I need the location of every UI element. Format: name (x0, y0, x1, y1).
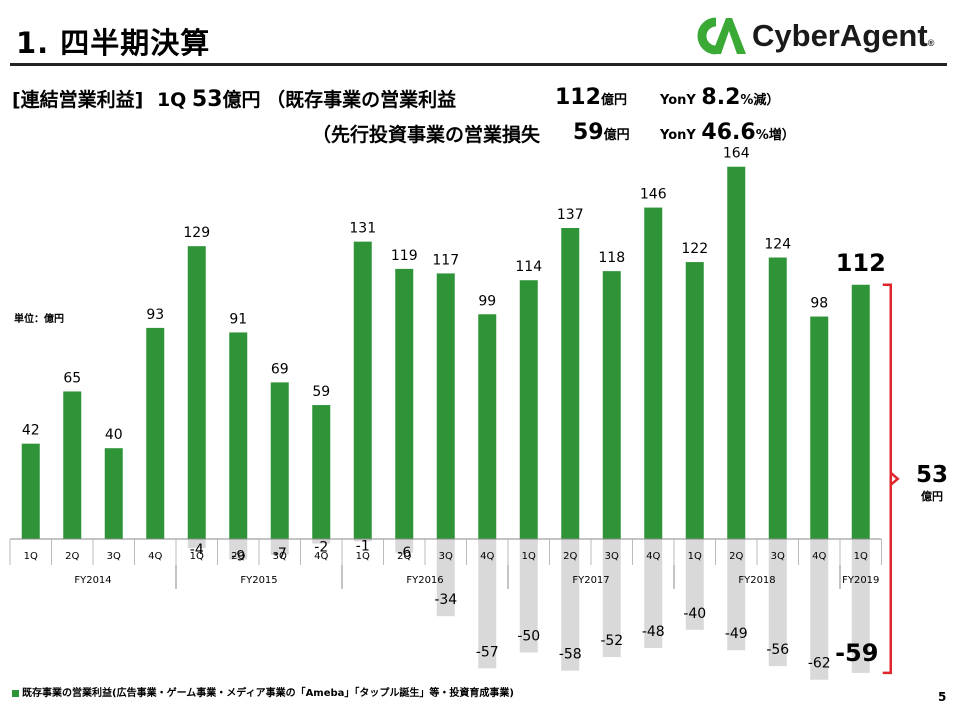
legend-swatch (12, 690, 19, 697)
positive-bar (22, 444, 40, 539)
positive-value-label: 118 (598, 250, 625, 266)
negative-value-label: -1 (356, 538, 370, 554)
category-tick-label: 2Q (563, 551, 577, 562)
positive-value-label: 98 (810, 296, 828, 312)
positive-bar (727, 167, 745, 539)
positive-bar (686, 262, 704, 539)
positive-value-label: 114 (515, 259, 542, 275)
category-tick-label: 1Q (688, 551, 702, 562)
negative-value-label: -56 (766, 642, 789, 658)
negative-value-label: -6 (397, 545, 411, 561)
negative-value-label: -57 (476, 644, 499, 660)
positive-value-label: 131 (349, 221, 376, 237)
positive-value-label: 164 (723, 146, 750, 162)
page-number: 5 (938, 690, 946, 704)
positive-bar (312, 405, 330, 539)
total-bracket (883, 285, 891, 673)
positive-bar (478, 314, 496, 539)
positive-bar (63, 391, 81, 539)
negative-value-label: -62 (808, 656, 831, 672)
fiscal-year-label: FY2016 (406, 575, 443, 586)
positive-value-label: 93 (146, 307, 164, 323)
category-tick-label: 1Q (24, 551, 38, 562)
category-tick-label: 1Q (522, 551, 536, 562)
category-tick-label: 4Q (812, 551, 826, 562)
positive-bar (810, 317, 828, 539)
positive-value-label: 40 (105, 427, 123, 443)
category-tick-label: 3Q (107, 551, 121, 562)
category-tick-label: 4Q (480, 551, 494, 562)
positive-value-label: 117 (432, 252, 459, 268)
positive-bar (437, 273, 455, 539)
category-tick-label: 3Q (605, 551, 619, 562)
positive-value-label: 146 (640, 187, 667, 203)
category-tick-label: 4Q (646, 551, 660, 562)
total-callout-value: 53 (916, 462, 948, 488)
positive-bar (354, 242, 372, 539)
legend: 既存事業の営業利益(広告事業・ゲーム事業・メディア事業の「Ameba」「タップル… (12, 684, 514, 699)
category-tick-label: 4Q (148, 551, 162, 562)
positive-value-label: 59 (312, 384, 330, 400)
negative-value-label: -7 (273, 546, 287, 562)
negative-value-label: -50 (517, 629, 540, 645)
fiscal-year-label: FY2015 (240, 575, 277, 586)
positive-value-label: 124 (764, 237, 791, 253)
total-callout: 53 億円 (916, 462, 948, 504)
positive-bar (561, 228, 579, 539)
positive-value-label: 69 (271, 361, 289, 377)
fiscal-year-label: FY2014 (74, 575, 111, 586)
positive-bar (271, 382, 289, 539)
positive-value-label: 91 (229, 311, 247, 327)
operating-profit-chart: 42 65 40 93 129 91 69 59 131 119 117 99 114 137 118 146… (0, 0, 957, 703)
category-tick-label: 1Q (854, 551, 868, 562)
negative-value-label: -40 (683, 606, 706, 622)
category-tick-label: 2Q (729, 551, 743, 562)
fiscal-year-label: FY2019 (842, 575, 879, 586)
positive-value-label: 122 (681, 241, 708, 257)
positive-bar (188, 246, 206, 539)
fiscal-year-label: FY2018 (738, 575, 775, 586)
total-callout-unit: 億円 (916, 488, 948, 504)
negative-value-label: -52 (600, 633, 623, 649)
negative-value-label: -9 (231, 549, 245, 565)
positive-bar (769, 258, 787, 539)
positive-value-label: 119 (391, 248, 418, 264)
positive-bar (852, 285, 870, 539)
positive-value-label: 129 (183, 225, 210, 241)
positive-bar (229, 332, 247, 539)
negative-value-label: -58 (559, 647, 582, 663)
category-tick-label: 2Q (65, 551, 79, 562)
negative-value-label: -4 (190, 542, 204, 558)
positive-bar (603, 271, 621, 539)
positive-bar (105, 448, 123, 539)
category-tick-label: 3Q (439, 551, 453, 562)
positive-value-label: 65 (63, 370, 81, 386)
negative-value-label: -49 (725, 626, 748, 642)
positive-bar (520, 280, 538, 539)
negative-value-label: -48 (642, 624, 665, 640)
negative-value-label: -2 (314, 540, 328, 556)
legend-label: 既存事業の営業利益(広告事業・ゲーム事業・メディア事業の「Ameba」「タップル… (22, 688, 514, 699)
category-tick-label: 3Q (771, 551, 785, 562)
positive-value-label: 99 (478, 293, 496, 309)
positive-bar (644, 208, 662, 539)
positive-value-label: 137 (557, 207, 584, 223)
negative-value-label: -59 (835, 639, 878, 667)
positive-bar (395, 269, 413, 539)
positive-bar (146, 328, 164, 539)
positive-value-label: 42 (22, 423, 40, 439)
negative-value-label: -34 (434, 592, 457, 608)
fiscal-year-label: FY2017 (572, 575, 609, 586)
positive-value-label: 112 (836, 249, 886, 277)
